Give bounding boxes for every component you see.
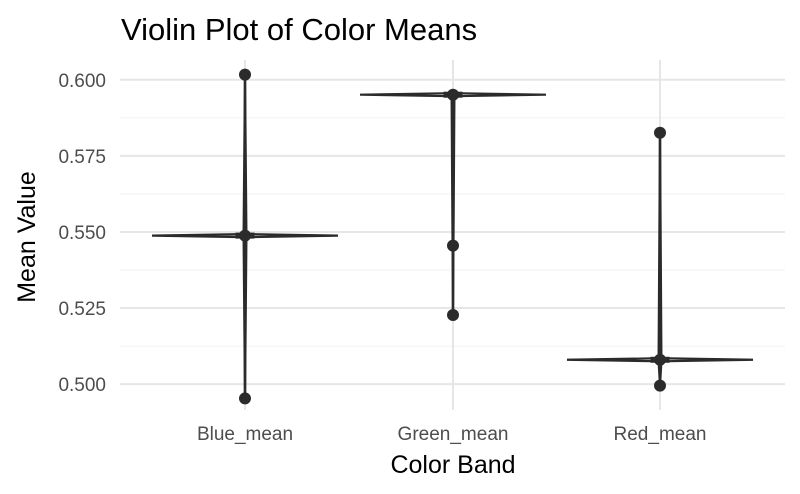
data-point-Red_mean: [654, 379, 666, 392]
y-tick-labels: 0.500 0.525 0.550 0.575 0.600: [58, 71, 106, 396]
x-tick-label: Red_mean: [614, 424, 707, 445]
y-tick-label: 0.550: [58, 223, 106, 244]
x-tick-label: Blue_mean: [197, 424, 293, 445]
data-point-Green_mean: [447, 239, 459, 252]
data-point-Blue_mean: [239, 229, 251, 242]
y-tick-label: 0.500: [58, 375, 106, 396]
data-point-Blue_mean: [239, 392, 251, 405]
x-tick-label: Green_mean: [398, 424, 509, 445]
x-axis-title: Color Band: [390, 451, 515, 479]
violin-marks: [151, 68, 754, 405]
x-tick-labels: Blue_mean Green_mean Red_mean: [197, 424, 707, 445]
data-point-Blue_mean: [239, 68, 251, 81]
chart-title: Violin Plot of Color Means: [121, 12, 477, 47]
y-tick-label: 0.525: [58, 299, 106, 320]
data-point-Green_mean: [447, 309, 459, 322]
y-axis-title: Mean Value: [13, 171, 41, 303]
data-point-Red_mean: [654, 353, 666, 366]
data-point-Red_mean: [654, 126, 666, 139]
data-point-Green_mean: [447, 88, 459, 101]
y-tick-label: 0.575: [58, 147, 106, 168]
y-tick-label: 0.600: [58, 71, 106, 92]
